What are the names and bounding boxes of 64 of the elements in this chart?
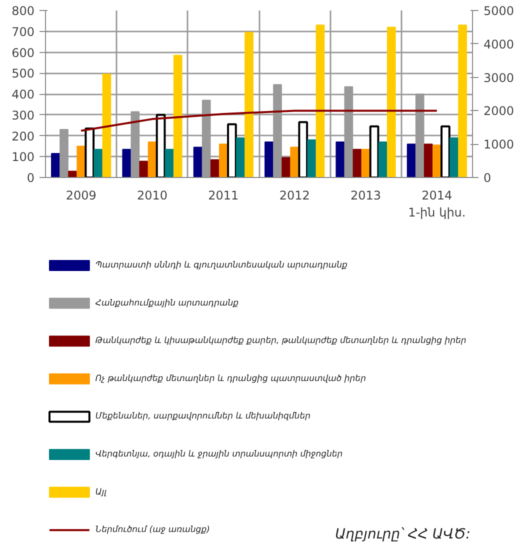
bar [432,144,442,178]
bar [244,32,254,178]
x-tick-label: 2014 1-ին կիս. [408,188,466,220]
bar [369,125,380,178]
y-tick-label: 0 [26,171,35,185]
y2-tick-label: 2000 [484,104,514,118]
y2-tick-label: 4000 [484,37,514,52]
bar [378,142,388,178]
line-series [80,110,438,132]
bar [122,148,132,178]
y-tick-label: 200 [12,129,34,144]
bar [450,137,458,178]
bar [458,24,467,178]
y-tick-label: 700 [12,24,34,39]
y2-tick-label: 5000 [484,4,514,18]
text: Աղբյուրը՝ ՀՀ ԱՎԾ: [335,526,471,542]
bar [264,142,274,178]
bar [51,152,60,178]
bar [298,121,308,178]
bar [227,123,237,178]
y-tick-label: 400 [12,88,34,102]
legend-label: Այլ [95,487,107,498]
bar [156,114,166,178]
bar [68,170,77,178]
y2-tick-label: 1000 [484,138,514,152]
bar [102,74,112,178]
bar [316,24,325,178]
y-tick-label: 300 [12,108,34,122]
bar [424,144,433,178]
y-tick-label: 600 [12,46,34,60]
x-tick-label: 2013 [350,188,382,202]
bar [307,139,316,178]
bar [76,146,86,178]
bar [336,142,345,178]
x-tick-label: 2009 [66,188,96,202]
x-tick-label: 2012 [279,188,310,202]
legend-label: Վերգետնյա, օդային և ջրային տրանսպորտի միջոցներ [95,450,343,460]
y-tick-label: 800 [12,4,34,18]
bar [282,157,290,178]
y2-tick-label: 3000 [484,70,514,85]
legend-label: Ներմուծում (աջ առանցք) [95,525,210,536]
y-tick-label: 100 [12,150,34,164]
bar [193,146,202,178]
bar [440,125,450,178]
bar [352,148,362,178]
bar [139,160,148,178]
legend-label: Հանքահումքային արտադրանք [95,298,240,308]
bar [290,146,300,178]
bar [210,159,220,178]
bar [386,26,396,178]
x-tick-label: 2010 [136,188,168,202]
x-tick-label: 2011 [208,188,239,202]
bar [406,144,416,178]
bar [173,54,182,178]
bar [164,148,174,178]
legend-label: Ոչ թանկարժեք մետաղներ և դրանցից պատրաստված իրեր [95,374,366,384]
y-tick-label: 500 [12,66,34,81]
bar [94,148,103,178]
bar [84,127,95,178]
legend-label: Պատրաստի սննդի և գյուղատնտեսական արտադրանք [95,260,348,270]
bar [236,137,245,178]
y2-tick-label: 0 [484,171,492,185]
legend-label: Մեքենաներ, սարքավորումներ և մեխանիզմներ [95,412,310,422]
legend-label: Թանկարժեք և կիսաթանկարժեք քարեր, թանկարժեք մետաղներ և դրանցից իրեր [95,336,466,346]
